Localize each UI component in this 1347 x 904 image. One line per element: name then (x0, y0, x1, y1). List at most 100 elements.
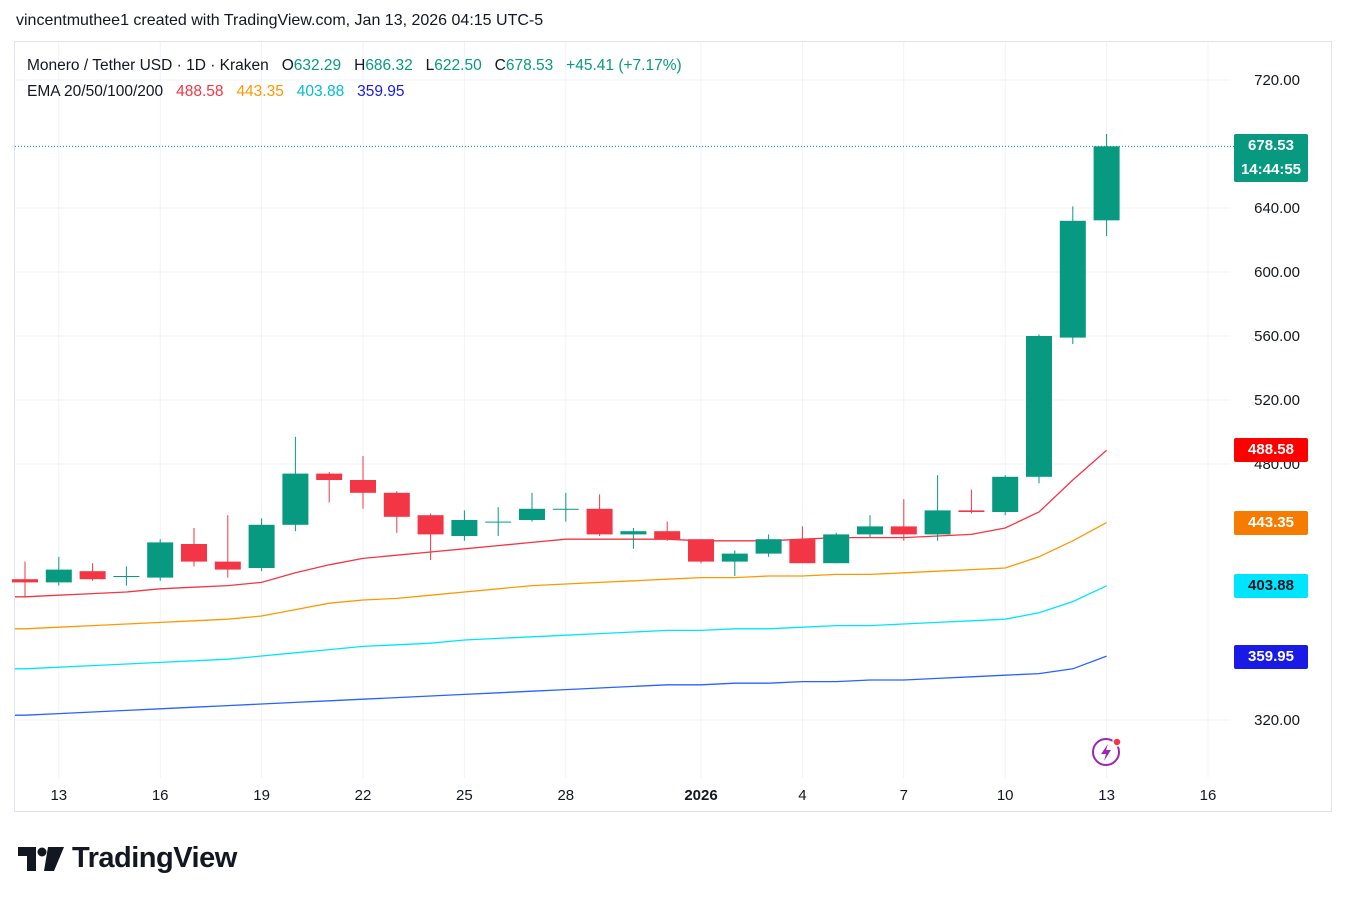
candle (857, 515, 883, 538)
candle (721, 550, 748, 576)
candle-body (485, 521, 512, 523)
legend-close: 678.53 (505, 57, 554, 74)
candle-body (181, 544, 207, 562)
chart-legend: Monero / Tether USD · 1D · Kraken O632.2… (27, 53, 682, 105)
legend-ema-label[interactable]: EMA 20/50/100/200 (27, 83, 164, 100)
candle (147, 539, 174, 581)
legend-symbol[interactable]: Monero / Tether USD · 1D · Kraken (27, 57, 269, 74)
y-tick-label: 320.00 (1254, 712, 1300, 729)
candle-body (654, 531, 681, 540)
candle (485, 507, 512, 536)
tradingview-logo-text: TradingView (72, 842, 237, 874)
candle (823, 532, 850, 564)
candle-body (823, 534, 850, 564)
ema-line-ema50 (15, 522, 1107, 630)
x-tick-label: 7 (900, 787, 908, 804)
candle-body (721, 553, 748, 562)
candle-body (12, 579, 38, 583)
candle-body (890, 526, 917, 535)
candle-body (586, 508, 613, 535)
x-tick-label: 28 (557, 787, 574, 804)
candle (992, 475, 1019, 516)
x-tick-label: 13 (1098, 787, 1115, 804)
candle (350, 456, 376, 509)
x-tick-label: 16 (1200, 787, 1217, 804)
x-tick-label: 16 (152, 787, 169, 804)
ema-line-ema200 (15, 655, 1107, 716)
ema-line-ema20 (15, 449, 1108, 598)
candle-body (282, 473, 309, 525)
candle (958, 489, 985, 514)
legend-low-label: L (425, 57, 435, 74)
y-tick-label: 640.00 (1254, 200, 1300, 217)
legend-ema20: 488.58 (176, 83, 224, 100)
tradingview-logo-icon (18, 846, 64, 871)
candle-layer (12, 133, 1120, 597)
chart-frame (14, 41, 1332, 812)
candle-body (350, 480, 376, 493)
candle (1059, 206, 1086, 344)
candle-body (1059, 220, 1086, 338)
legend-ema-row: EMA 20/50/100/200 488.58 443.35 403.88 3… (27, 79, 682, 105)
candle-body (755, 539, 782, 554)
legend-high-label: H (354, 57, 366, 74)
candle-body (383, 492, 410, 517)
candle-body (316, 473, 343, 480)
legend-low: 622.50 (434, 57, 482, 74)
ema-line-ema100 (15, 585, 1107, 670)
candle-body (147, 542, 174, 578)
lightning-icon[interactable] (1092, 737, 1122, 766)
candle (654, 521, 681, 541)
candle-body (1093, 146, 1120, 221)
x-tick-label: 13 (50, 787, 67, 804)
candle-body (992, 476, 1019, 512)
candle (214, 515, 241, 578)
candle-body (519, 508, 545, 520)
candle (181, 528, 207, 567)
candle (248, 518, 275, 572)
candle (79, 563, 106, 581)
legend-open: 632.29 (293, 57, 342, 74)
y-tick-label: 720.00 (1254, 72, 1300, 89)
chart-credit: vincentmuthee1 created with TradingView.… (16, 12, 544, 29)
legend-ema50: 443.35 (236, 83, 284, 100)
candle (45, 556, 72, 586)
candle-body (248, 524, 275, 568)
candle (282, 436, 309, 532)
ema50-price-tag: 443.35 (1234, 511, 1308, 535)
axis-layer: 720.00640.00600.00560.00520.00480.00320.… (50, 72, 1300, 804)
ema20-price-tag: 488.58 (1234, 438, 1308, 462)
candle (519, 492, 545, 522)
candle (789, 526, 816, 564)
x-tick-label: 19 (253, 787, 270, 804)
legend-high: 686.32 (365, 57, 413, 74)
candle-body (552, 508, 579, 510)
candle-body (79, 571, 106, 580)
legend-ema200: 359.95 (357, 83, 405, 100)
candle-body (417, 515, 444, 535)
candle (12, 561, 38, 597)
candle-body (45, 569, 72, 583)
legend-open-label: O (281, 57, 294, 74)
candle (755, 534, 782, 557)
candle (924, 475, 951, 541)
candle (113, 566, 140, 586)
legend-ohlc-row: Monero / Tether USD · 1D · Kraken O632.2… (27, 53, 682, 79)
candle-body (958, 510, 985, 512)
legend-close-label: C (494, 57, 506, 74)
legend-change: +45.41 (+7.17%) (566, 57, 682, 74)
x-tick-label: 10 (997, 787, 1014, 804)
candle (1093, 133, 1120, 236)
candle-body (451, 520, 478, 536)
candle-countdown: 14:44:55 (1240, 161, 1302, 178)
grid-layer (15, 42, 1234, 778)
candle-body (924, 510, 951, 535)
tradingview-logo[interactable]: TradingView (18, 842, 237, 875)
ema100-price-tag: 403.88 (1234, 574, 1308, 598)
ema-layer (15, 449, 1108, 716)
y-tick-label: 520.00 (1254, 392, 1300, 409)
last-price: 678.53 (1248, 137, 1294, 154)
x-tick-label: 25 (456, 787, 473, 804)
candle (316, 472, 343, 503)
